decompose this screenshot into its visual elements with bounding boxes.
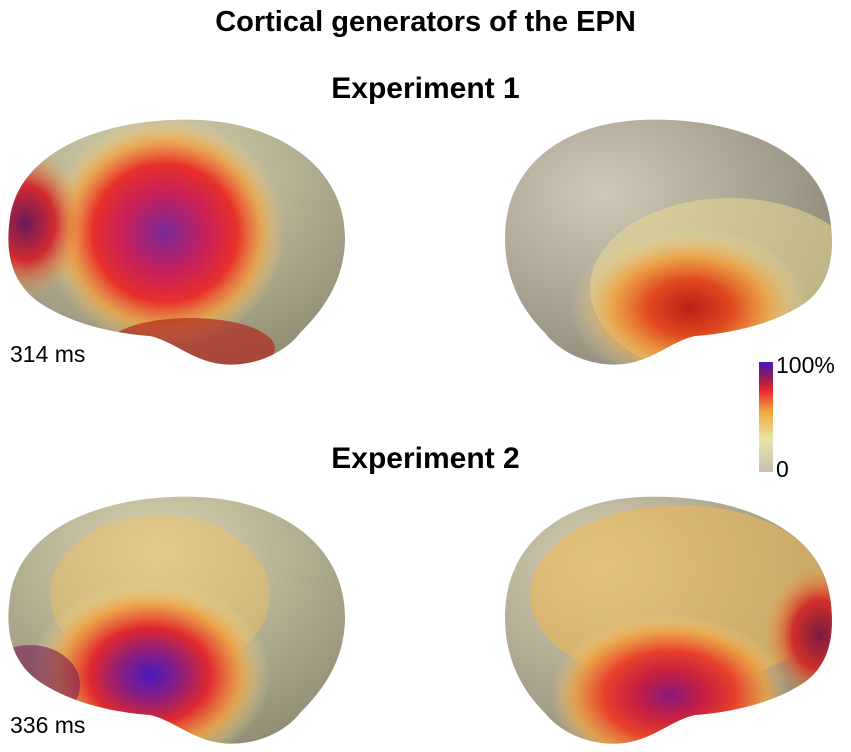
colorbar-min-label: 0 — [776, 456, 789, 482]
experiment-1-title: Experiment 1 — [331, 72, 520, 105]
experiment-2-title: Experiment 2 — [331, 442, 520, 475]
brain-exp2-left-hemisphere — [8, 496, 346, 744]
brain-exp2-right-hemisphere — [505, 496, 832, 744]
colorbar-max-label: 100% — [776, 352, 835, 378]
figure-title: Cortical generators of the EPN — [215, 6, 636, 38]
brain-exp1-left-hemisphere — [8, 119, 346, 365]
time-label-exp2: 336 ms — [10, 712, 86, 738]
brain-exp1-right-hemisphere — [505, 119, 832, 365]
colorbar — [759, 362, 773, 472]
time-label-exp1: 314 ms — [10, 341, 86, 367]
